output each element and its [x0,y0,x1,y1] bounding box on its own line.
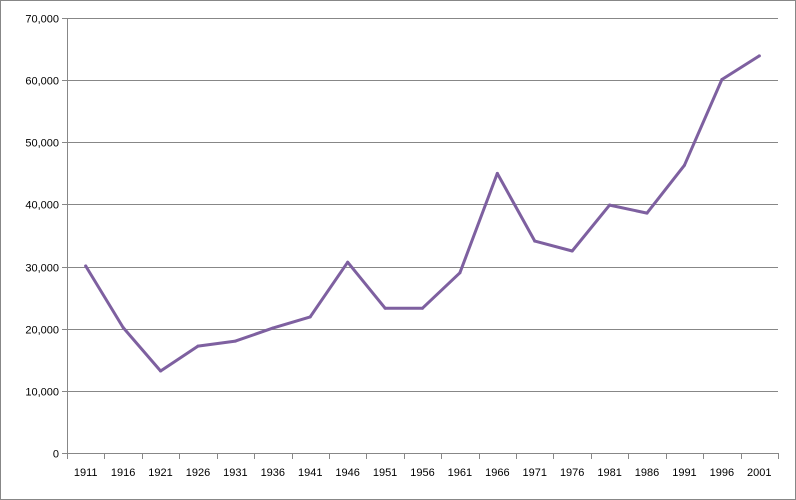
x-axis-tick-label: 1976 [560,467,584,479]
x-axis-tick-label: 1916 [111,467,135,479]
x-axis-tick-label: 1941 [298,467,322,479]
data-point [233,339,237,343]
data-point [121,325,125,329]
x-axis-tick-label: 1981 [597,467,621,479]
x-axis-tick-label: 1951 [373,467,397,479]
y-axis-tick-label: 70,000 [25,14,59,26]
y-axis-tick-labels: 0 10,000 20,000 30,000 40,000 50,000 60,000 70,… [25,14,59,461]
x-axis-tick-label: 1966 [485,467,509,479]
x-axis-tick-label: 1961 [448,467,472,479]
x-axis-tick-label: 1956 [410,467,434,479]
data-point [271,326,275,330]
x-axis-tick-label: 1921 [148,467,172,479]
data-point [84,264,88,268]
data-point [720,78,724,82]
data-point [196,344,200,348]
data-point [608,203,612,207]
x-axis-tick-label: 1931 [223,467,247,479]
y-axis-tick-label: 20,000 [25,325,59,337]
x-axis-tick-label: 1986 [635,467,659,479]
gridlines [67,18,778,392]
data-point [421,306,424,310]
data-point [645,211,649,215]
x-axis-tick-label: 1936 [261,467,285,479]
y-axis-tick-label: 50,000 [25,138,59,150]
y-axis-tick-label: 60,000 [25,76,59,88]
y-axis-tick-label: 0 [53,449,59,461]
data-point [570,249,574,253]
data-point [533,239,537,243]
x-axis-tick-label: 1996 [710,467,734,479]
data-point [682,163,686,167]
data-point [308,315,312,319]
x-axis-tick-label: 1911 [74,467,98,479]
data-point [757,54,761,58]
axes [62,18,779,459]
series-layer [84,54,761,373]
x-axis-tick-label: 1926 [186,467,210,479]
x-axis-tick-label: 1991 [672,467,696,479]
data-point [159,369,163,373]
y-axis-tick-label: 40,000 [25,200,59,212]
x-axis-tick-label: 2001 [747,467,771,479]
data-point [495,171,499,175]
data-point [346,260,350,264]
data-point [383,306,387,310]
x-axis-tick-label: 1946 [335,467,359,479]
y-axis-tick-label: 10,000 [25,387,59,399]
x-axis-tick-label: 1971 [523,467,547,479]
x-axis-tick-labels: 1911 1916 1921 1926 1931 1936 1941 1946 1951 1956… [74,467,772,479]
y-axis-tick-label: 30,000 [25,263,59,275]
data-point [458,271,462,275]
series-line [84,54,761,373]
